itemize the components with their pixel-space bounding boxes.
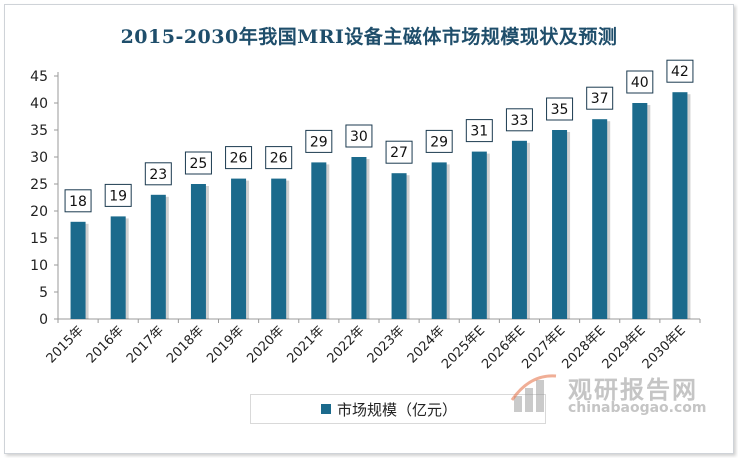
data-label: 30 (350, 129, 368, 145)
bar (632, 103, 648, 319)
y-tick-label: 0 (39, 312, 48, 328)
data-label-box (425, 129, 453, 153)
data-label: 26 (270, 151, 288, 167)
watermark-text: 观研报告网 (568, 376, 698, 404)
y-tick-label: 25 (30, 177, 48, 193)
y-tick-label: 15 (30, 231, 48, 247)
x-tick-label: 2023年 (365, 323, 408, 366)
data-label-box (546, 97, 574, 121)
watermark-url: chinabaogao.com (568, 400, 707, 416)
data-label: 29 (430, 134, 448, 150)
data-label-box (465, 119, 493, 143)
y-tick-label: 40 (30, 96, 48, 112)
y-tick-label: 5 (39, 285, 48, 301)
data-label-box (184, 151, 212, 175)
data-label: 27 (390, 145, 408, 161)
data-label: 42 (671, 64, 689, 80)
data-label-box (225, 146, 253, 170)
bar (672, 92, 688, 319)
y-tick-label: 30 (30, 150, 48, 166)
legend: 市场规模（亿元） (250, 394, 546, 424)
x-tick-label: 2019年 (204, 323, 247, 366)
x-tick-label: 2018年 (164, 323, 207, 366)
y-tick-label: 45 (30, 69, 48, 85)
data-label: 33 (511, 113, 529, 129)
data-label-box (666, 59, 694, 83)
x-tick-label: 2021年 (284, 323, 327, 366)
data-label-box (505, 108, 533, 132)
bar (431, 162, 447, 319)
bar (150, 194, 166, 319)
data-label-box (385, 140, 413, 164)
legend-swatch (321, 404, 331, 414)
x-tick-label: 2017年 (124, 323, 167, 366)
data-label: 31 (470, 124, 488, 140)
data-label: 26 (230, 151, 248, 167)
watermark: 观研报告网 chinabaogao.com (510, 370, 730, 420)
x-tick-label: 2022年 (325, 323, 368, 366)
bar (110, 216, 126, 319)
y-tick-label: 35 (30, 123, 48, 139)
x-tick-label: 2025年E (439, 323, 488, 372)
bar (271, 178, 287, 319)
legend-label: 市场规模（亿元） (337, 400, 458, 419)
bar (511, 140, 527, 319)
data-label-box (626, 70, 654, 94)
data-label: 25 (190, 156, 208, 172)
x-tick-label: 2020年 (244, 323, 287, 366)
bar (471, 151, 487, 319)
data-label-box (64, 189, 92, 213)
bar (231, 178, 247, 319)
x-tick-label: 2028年E (560, 323, 609, 372)
watermark-logo-icon (510, 374, 557, 412)
bar (592, 119, 608, 319)
data-label-box (104, 183, 132, 207)
data-label: 40 (631, 75, 649, 91)
data-label: 23 (149, 167, 167, 183)
y-tick-label: 20 (30, 204, 48, 220)
data-label: 19 (109, 188, 127, 204)
x-tick-label: 2016年 (84, 323, 127, 366)
x-tick-label: 2026年E (479, 323, 528, 372)
x-tick-label: 2030年E (640, 323, 689, 372)
data-label-box (144, 162, 172, 186)
x-tick-label: 2027年E (519, 323, 568, 372)
bar (391, 173, 407, 319)
data-label: 37 (591, 91, 609, 107)
bar (190, 184, 206, 319)
bar (351, 157, 367, 319)
data-label-box (586, 86, 614, 110)
data-label-box (265, 146, 293, 170)
bar (311, 162, 327, 319)
data-label: 35 (551, 102, 569, 118)
chart-title: 2015-2030年我国MRI设备主磁体市场规模现状及预测 (120, 26, 618, 48)
data-label-box (345, 124, 373, 148)
data-label: 29 (310, 134, 328, 150)
bar (552, 130, 568, 319)
data-label-box (305, 129, 333, 153)
x-tick-label: 2015年 (44, 323, 87, 366)
bar (70, 221, 86, 319)
x-tick-label: 2029年E (600, 323, 649, 372)
data-label: 18 (69, 194, 87, 210)
y-tick-label: 10 (30, 258, 48, 274)
